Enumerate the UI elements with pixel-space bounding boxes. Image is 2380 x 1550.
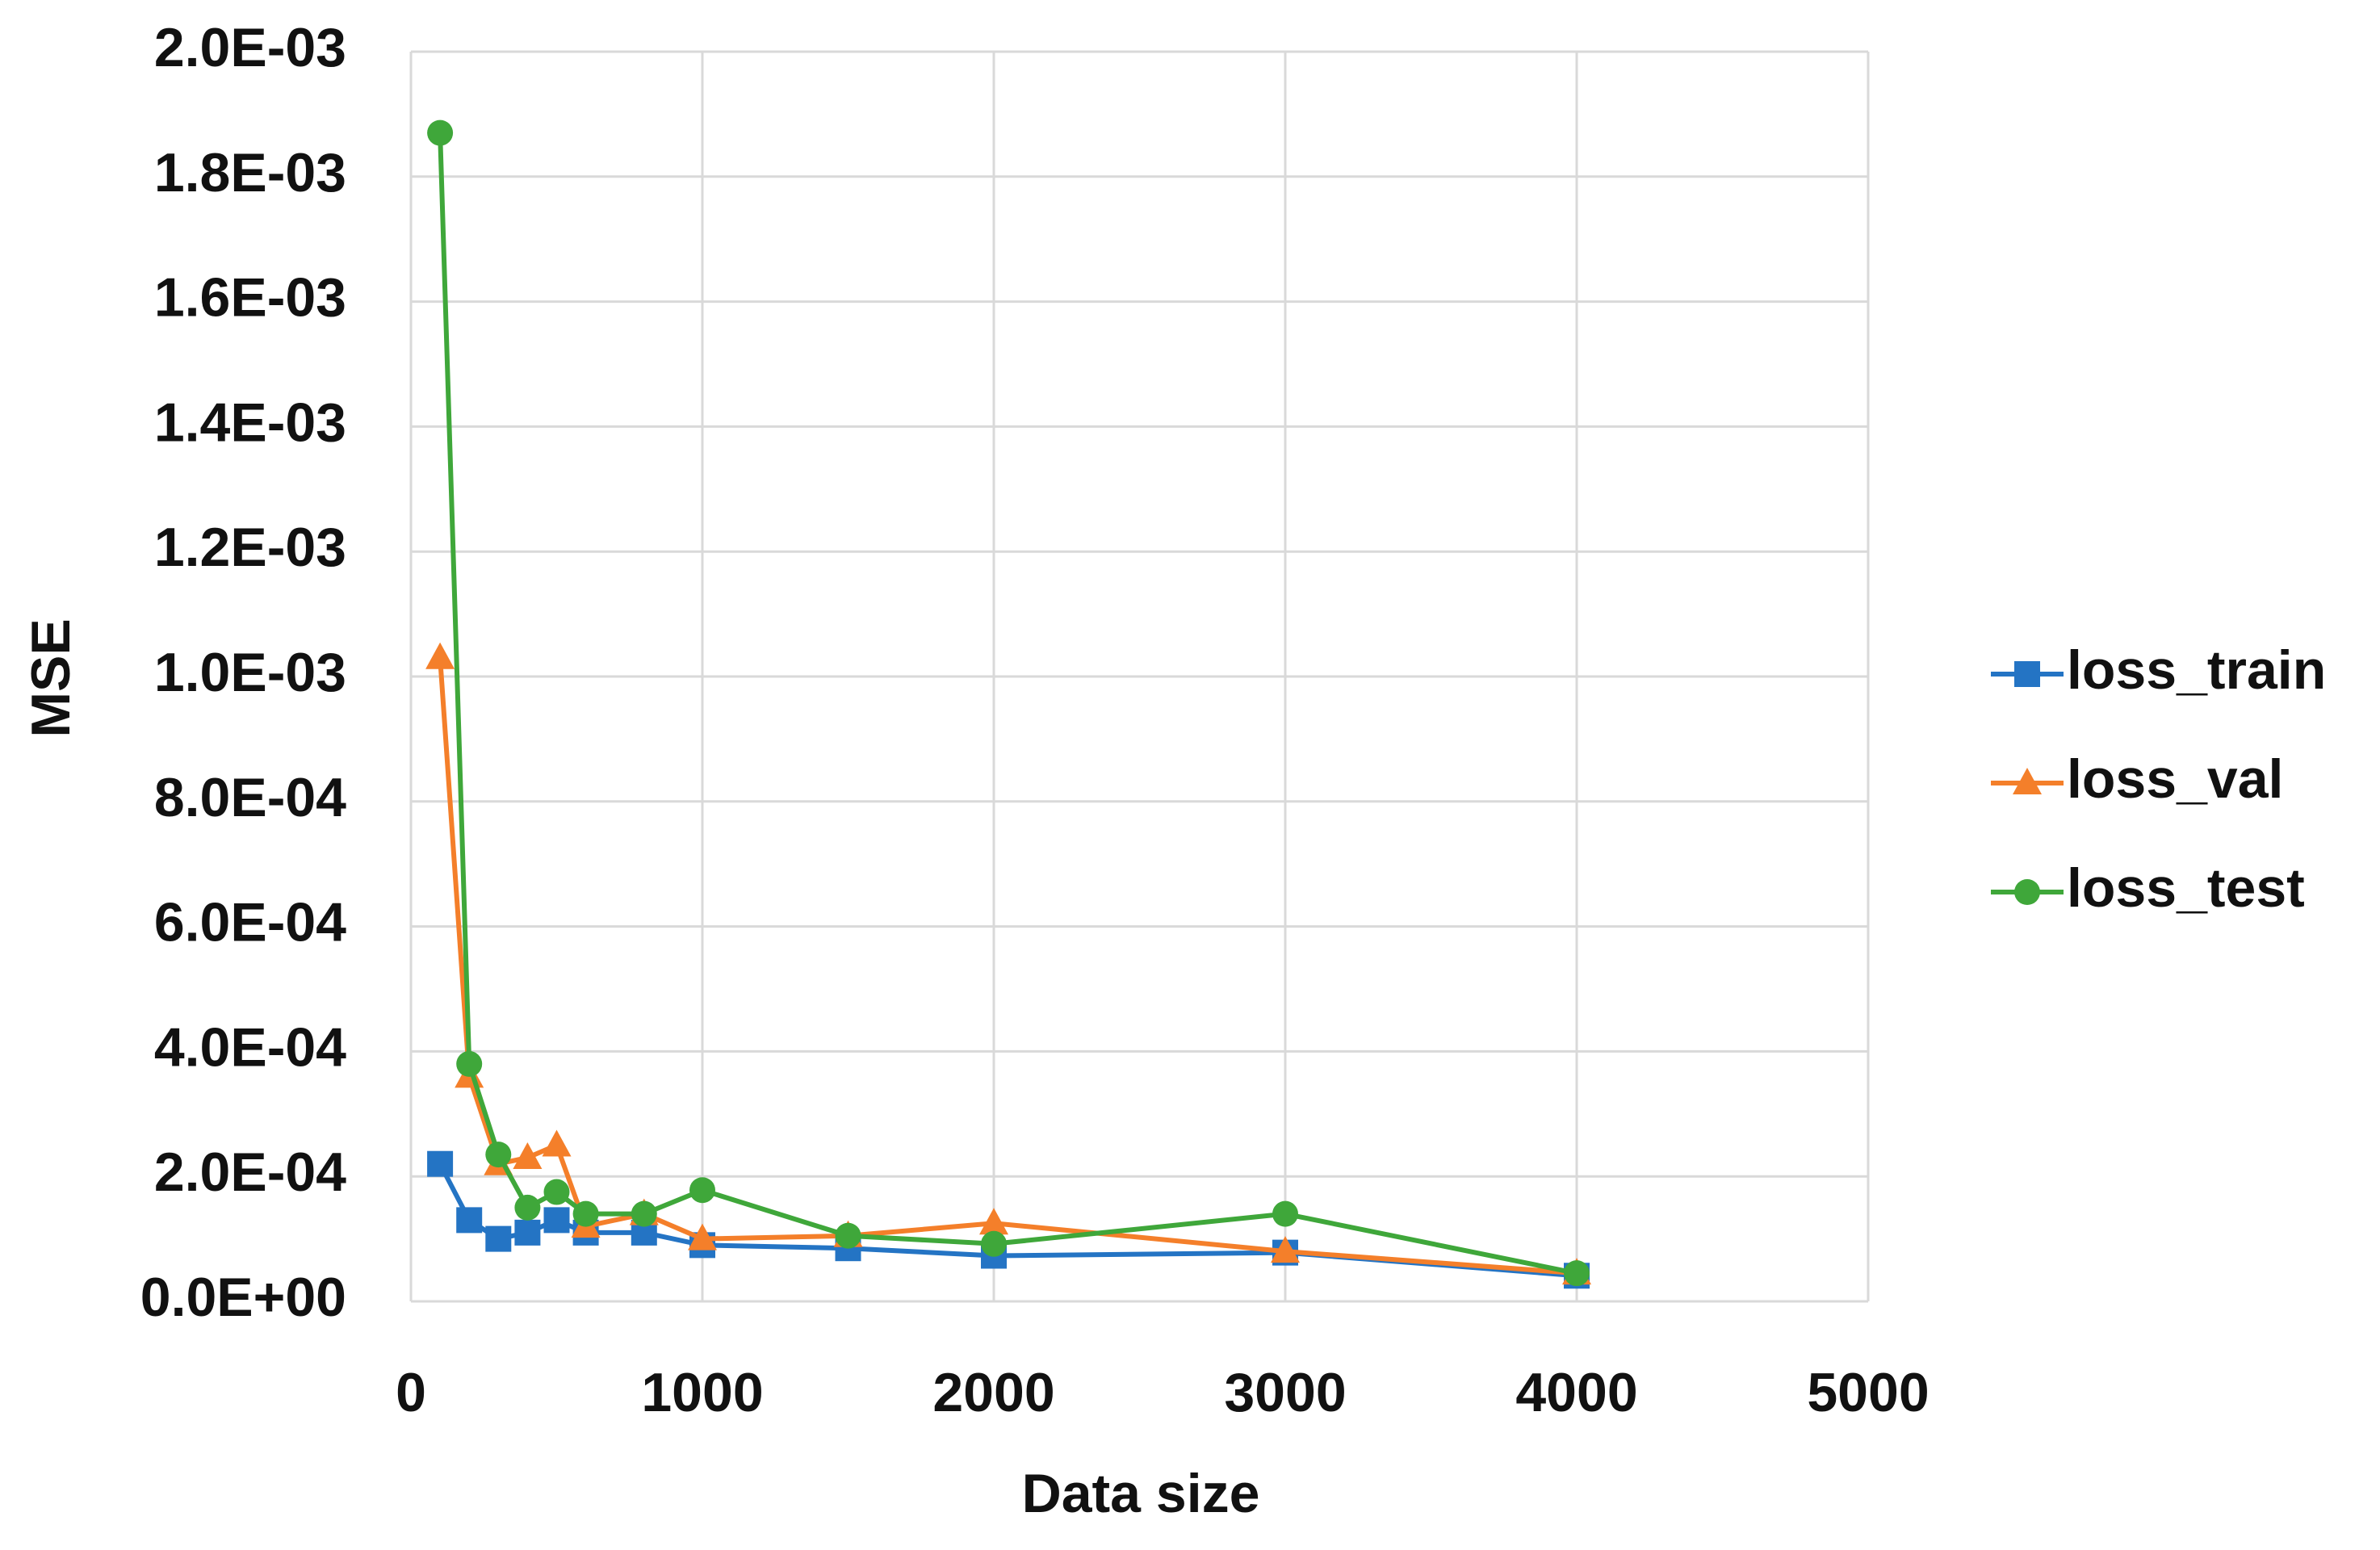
x-tick-label: 4000 xyxy=(1515,1362,1637,1423)
marker xyxy=(689,1177,715,1204)
marker xyxy=(2014,661,2040,687)
y-tick-label: 4.0E-04 xyxy=(154,1016,346,1078)
legend-label: loss_test xyxy=(2067,857,2305,919)
marker xyxy=(543,1207,570,1234)
marker xyxy=(1564,1260,1590,1287)
marker xyxy=(2013,768,2042,794)
x-axis-label: Data size xyxy=(1022,1463,1260,1524)
x-tick-label: 1000 xyxy=(641,1362,763,1423)
marker xyxy=(485,1225,512,1252)
x-tick-label: 2000 xyxy=(932,1362,1054,1423)
marker xyxy=(513,1142,543,1169)
y-tick-label: 1.6E-03 xyxy=(154,267,346,329)
series-line xyxy=(438,132,1578,1276)
x-tick-label: 5000 xyxy=(1807,1362,1929,1423)
y-tick-label: 1.2E-03 xyxy=(154,517,346,578)
marker xyxy=(456,1207,483,1234)
series xyxy=(425,642,1591,1285)
x-tick-label: 0 xyxy=(396,1362,426,1423)
y-tick-label: 2.0E-04 xyxy=(154,1142,346,1203)
series xyxy=(427,1150,1590,1289)
marker xyxy=(456,1050,483,1077)
marker xyxy=(1272,1200,1298,1227)
marker xyxy=(514,1194,541,1221)
marker xyxy=(1271,1236,1300,1263)
legend-label: loss_val xyxy=(2067,748,2283,810)
marker xyxy=(572,1200,599,1227)
series-line xyxy=(438,657,1578,1276)
marker xyxy=(631,1200,657,1227)
legend-label: loss_train xyxy=(2067,639,2326,701)
marker xyxy=(427,1150,454,1177)
y-tick-label: 1.4E-03 xyxy=(154,392,346,453)
marker xyxy=(485,1142,512,1168)
marker xyxy=(425,642,455,669)
x-tick-label: 3000 xyxy=(1224,1362,1346,1423)
marker xyxy=(979,1208,1008,1235)
y-tick-label: 0.0E+00 xyxy=(140,1267,346,1328)
legend-item: loss_test xyxy=(1991,857,2305,919)
marker xyxy=(514,1219,541,1246)
y-tick-label: 2.0E-03 xyxy=(154,17,346,78)
y-tick-label: 8.0E-04 xyxy=(154,767,346,828)
series xyxy=(427,119,1590,1287)
legend-item: loss_val xyxy=(1991,748,2283,810)
y-tick-label: 1.0E-03 xyxy=(154,642,346,703)
y-axis-label: MSE xyxy=(20,618,82,737)
y-tick-label: 1.8E-03 xyxy=(154,142,346,203)
marker xyxy=(835,1222,861,1249)
marker xyxy=(981,1230,1007,1257)
marker xyxy=(427,119,454,146)
marker xyxy=(688,1223,717,1250)
marker xyxy=(543,1179,570,1205)
marker xyxy=(542,1129,572,1157)
marker xyxy=(2014,879,2040,905)
legend-item: loss_train xyxy=(1991,639,2326,701)
y-tick-label: 6.0E-04 xyxy=(154,892,346,953)
